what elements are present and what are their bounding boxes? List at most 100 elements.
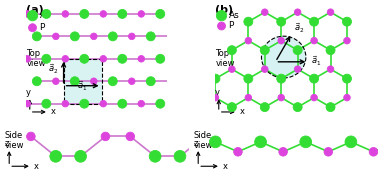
Circle shape (62, 100, 68, 107)
Circle shape (138, 11, 144, 17)
Circle shape (311, 94, 318, 101)
Circle shape (108, 32, 117, 41)
Text: (b): (b) (215, 5, 234, 15)
Circle shape (293, 103, 302, 112)
Circle shape (342, 74, 352, 83)
Circle shape (212, 94, 219, 101)
Circle shape (278, 94, 285, 101)
Circle shape (260, 46, 269, 55)
Circle shape (244, 74, 253, 83)
Circle shape (344, 94, 350, 101)
Circle shape (27, 11, 38, 21)
Circle shape (228, 46, 236, 55)
Circle shape (101, 132, 110, 141)
Circle shape (327, 9, 334, 15)
Circle shape (245, 37, 252, 44)
Text: Top
view: Top view (215, 49, 235, 69)
Circle shape (24, 100, 31, 107)
Circle shape (129, 78, 135, 85)
Circle shape (211, 74, 220, 83)
Circle shape (149, 150, 161, 162)
Circle shape (90, 78, 97, 85)
Circle shape (326, 46, 335, 55)
Circle shape (118, 54, 127, 63)
Text: y: y (215, 88, 220, 97)
Text: x: x (34, 162, 39, 171)
Circle shape (146, 32, 155, 41)
Circle shape (90, 33, 97, 40)
Circle shape (62, 56, 68, 62)
Ellipse shape (262, 36, 306, 78)
Circle shape (138, 100, 144, 107)
Circle shape (33, 32, 41, 41)
Circle shape (53, 78, 59, 85)
Bar (64, 59, 102, 104)
Circle shape (129, 33, 135, 40)
Circle shape (42, 54, 51, 63)
Text: $\vec{a}_2$: $\vec{a}_2$ (48, 62, 59, 76)
Circle shape (156, 54, 165, 63)
Circle shape (29, 24, 37, 32)
Text: x: x (223, 162, 228, 171)
Circle shape (146, 77, 155, 86)
Text: $\vec{a}_1$: $\vec{a}_1$ (77, 80, 88, 93)
Circle shape (26, 132, 35, 141)
Circle shape (311, 37, 318, 44)
Circle shape (342, 17, 352, 26)
Text: $\vec{a}_2$: $\vec{a}_2$ (294, 22, 304, 35)
Circle shape (100, 11, 107, 17)
Circle shape (260, 103, 269, 112)
Circle shape (156, 9, 165, 18)
Circle shape (200, 132, 209, 141)
Circle shape (345, 136, 357, 148)
Circle shape (118, 99, 127, 108)
Circle shape (108, 77, 117, 86)
Text: As: As (39, 11, 50, 20)
Circle shape (100, 100, 107, 107)
Circle shape (174, 150, 186, 162)
Text: x: x (51, 108, 56, 116)
Circle shape (70, 77, 79, 86)
Text: x: x (240, 108, 245, 116)
Circle shape (70, 32, 79, 41)
Circle shape (324, 148, 333, 156)
Circle shape (255, 136, 266, 148)
Circle shape (262, 66, 268, 72)
Circle shape (118, 9, 127, 18)
Circle shape (369, 148, 378, 156)
Circle shape (33, 77, 41, 86)
Circle shape (100, 56, 107, 62)
Circle shape (53, 33, 59, 40)
Bar (64, 59, 102, 104)
Text: P: P (39, 23, 45, 32)
Circle shape (294, 66, 301, 72)
Circle shape (327, 66, 334, 72)
Circle shape (244, 17, 253, 26)
Text: P: P (228, 22, 234, 30)
Text: Side
view: Side view (194, 130, 213, 150)
Text: Side
view: Side view (5, 130, 24, 150)
Circle shape (126, 132, 135, 141)
Circle shape (277, 17, 286, 26)
Circle shape (262, 9, 268, 15)
Circle shape (344, 37, 350, 44)
Circle shape (138, 56, 144, 62)
Text: (a): (a) (26, 5, 44, 15)
Circle shape (234, 148, 242, 156)
Text: z: z (5, 139, 9, 148)
Circle shape (80, 9, 89, 18)
Text: z: z (194, 139, 198, 148)
Circle shape (80, 54, 89, 63)
Circle shape (228, 103, 236, 112)
Circle shape (245, 94, 252, 101)
Circle shape (62, 11, 68, 17)
Circle shape (209, 136, 221, 148)
Circle shape (42, 9, 51, 18)
Circle shape (300, 136, 311, 148)
Circle shape (294, 9, 301, 15)
Circle shape (310, 74, 319, 83)
Circle shape (278, 37, 285, 44)
Circle shape (80, 99, 89, 108)
Circle shape (24, 11, 31, 17)
Circle shape (310, 17, 319, 26)
